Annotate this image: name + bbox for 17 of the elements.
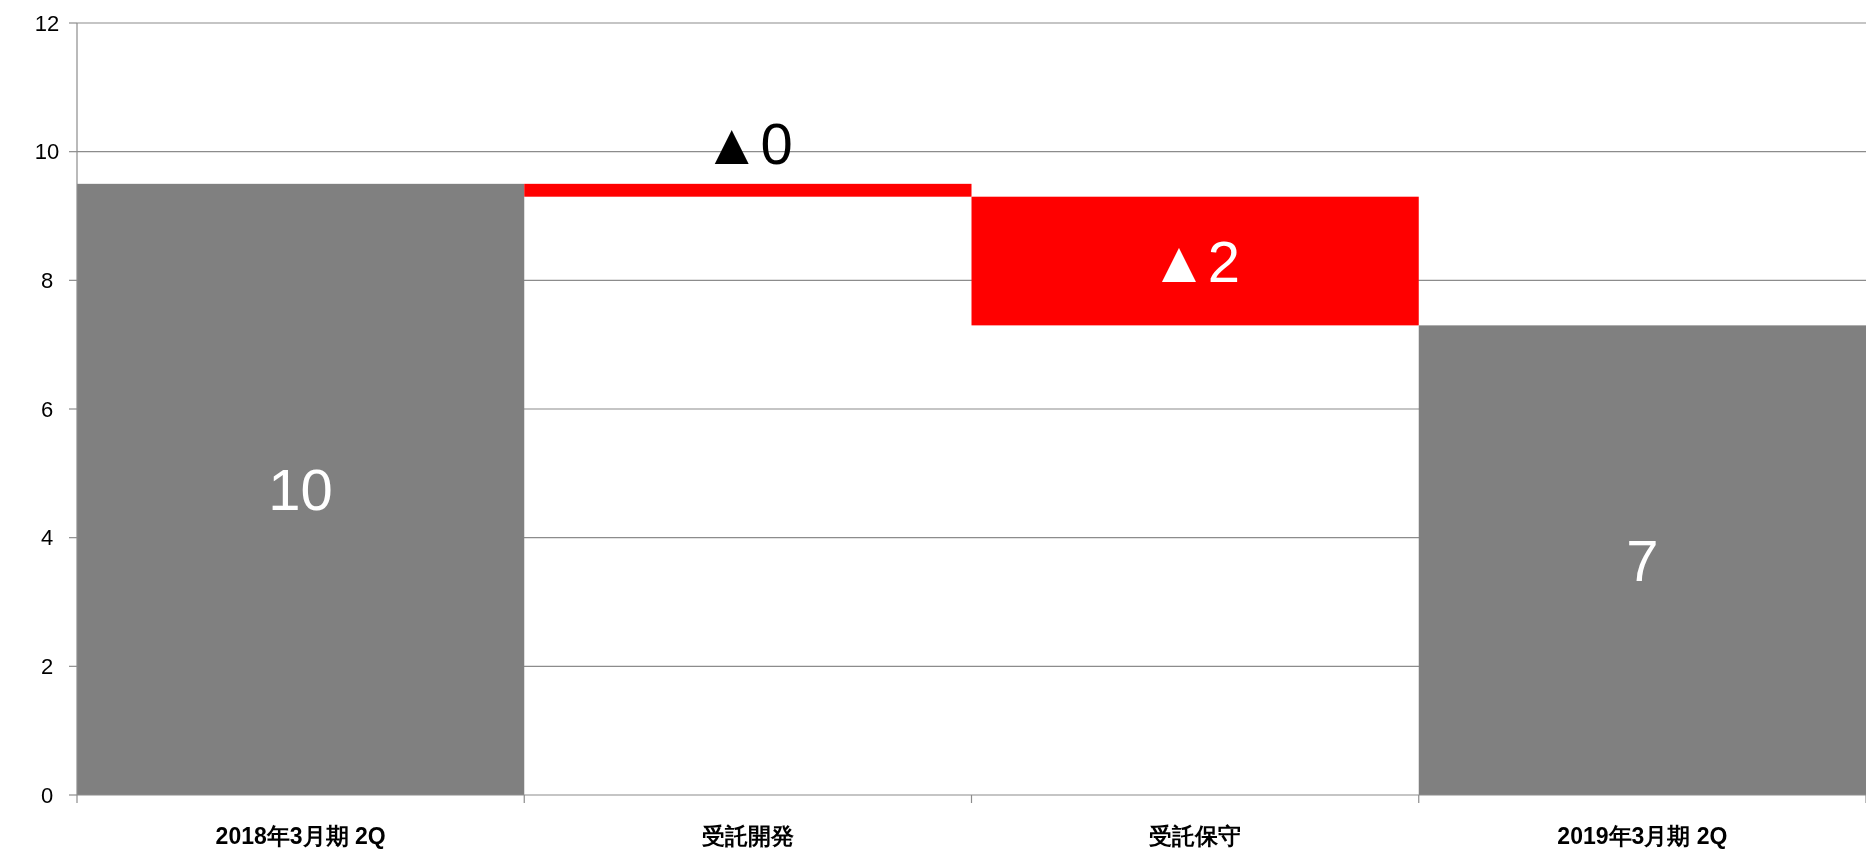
bar bbox=[524, 183, 972, 197]
x-tick-label: 2018年3月期 2Q bbox=[215, 823, 386, 849]
y-tick-label: 8 bbox=[40, 267, 54, 293]
y-tick-label: 12 bbox=[34, 10, 60, 36]
x-tick-label: 受託保守 bbox=[1149, 823, 1242, 849]
y-tick-label: 6 bbox=[40, 396, 54, 422]
bar bbox=[971, 196, 1419, 326]
data-label: ▲2 bbox=[1150, 228, 1240, 294]
y-tick-label: 10 bbox=[34, 139, 60, 165]
data-label: 10 bbox=[268, 456, 333, 522]
x-tick-label: 受託開発 bbox=[701, 823, 794, 849]
y-tick-label: 0 bbox=[40, 782, 54, 808]
y-tick-label: 2 bbox=[40, 653, 54, 679]
y-tick-label: 4 bbox=[40, 525, 54, 551]
x-tick-label: 2019年3月期 2Q bbox=[1557, 823, 1728, 849]
data-label: ▲0 bbox=[703, 111, 793, 177]
data-label: 7 bbox=[1626, 527, 1659, 593]
